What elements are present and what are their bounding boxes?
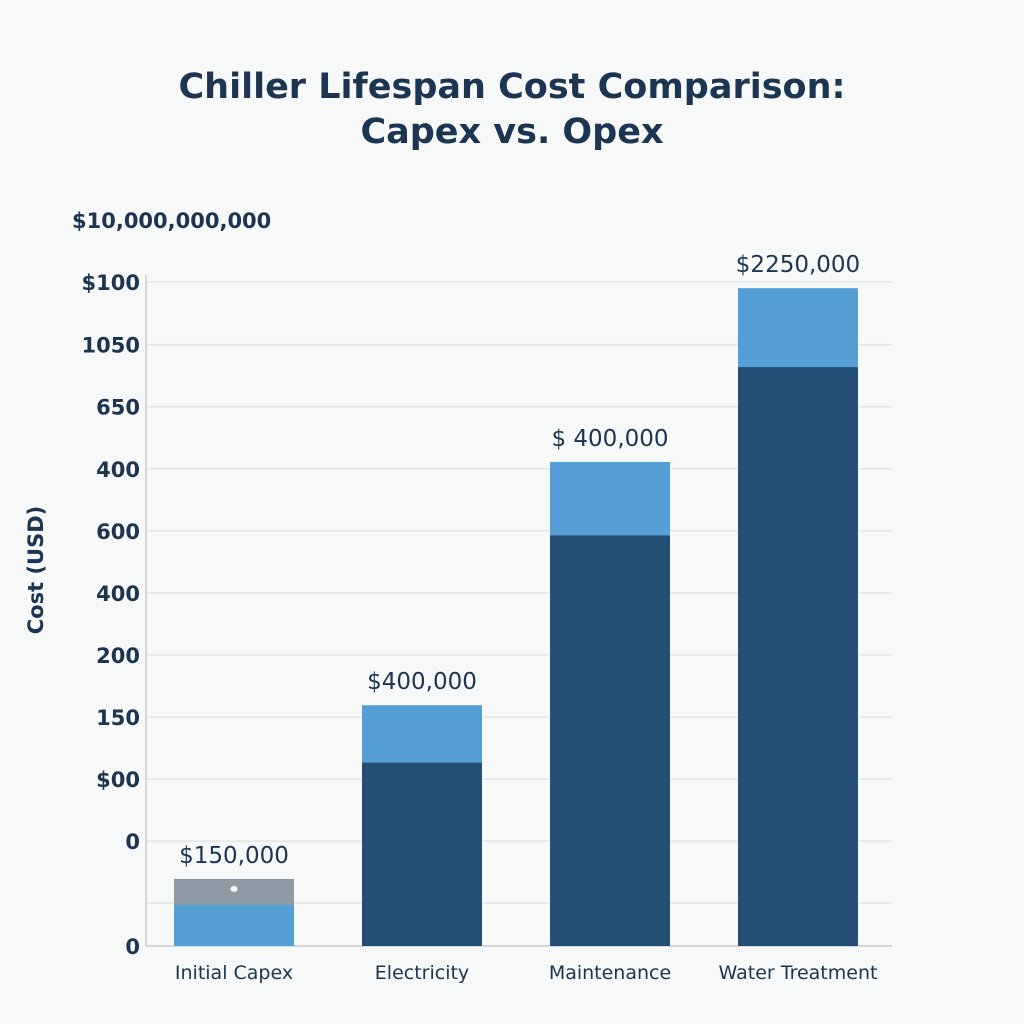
bar-value-label: $400,000 (367, 669, 477, 695)
bar-value-label: $ 400,000 (551, 426, 668, 452)
bar-segment (362, 705, 482, 763)
bar-segment (174, 878, 294, 906)
chart-title-line-1: Chiller Lifespan Cost Comparison: (178, 67, 845, 107)
bar-segment (550, 461, 670, 536)
y-tick-label: 650 (96, 396, 140, 420)
y-tick-label: 400 (96, 458, 140, 482)
y-tick-label: 0 (125, 830, 140, 854)
y-axis-label: Cost (USD) (24, 506, 48, 635)
bar-segment (174, 905, 294, 946)
chart-title-line-2: Capex vs. Opex (360, 112, 664, 152)
y-tick-label: 200 (96, 644, 140, 668)
x-tick-label: Maintenance (549, 962, 671, 984)
x-tick-label: Water Treatment (719, 962, 878, 984)
x-tick-label: Electricity (375, 962, 469, 984)
y-tick-label: $100 (82, 271, 140, 295)
bar-value-label: $150,000 (179, 843, 289, 869)
y-tick-label: 0 (125, 935, 140, 959)
bar-value-label: $2250,000 (736, 252, 860, 278)
bar-segment (362, 762, 482, 946)
y-tick-label: 150 (96, 706, 140, 730)
bar-marker-dot (230, 885, 238, 892)
bar-segment (738, 288, 858, 368)
y-tick-label: 1050 (82, 334, 140, 358)
axis-annotation: $10,000,000,000 (72, 209, 271, 233)
x-tick-label: Initial Capex (175, 962, 293, 984)
y-tick-label: $00 (96, 768, 140, 792)
y-tick-label: 600 (96, 520, 140, 544)
y-tick-label: 400 (96, 582, 140, 606)
bar-segment (738, 367, 858, 946)
bar-segment (550, 535, 670, 946)
